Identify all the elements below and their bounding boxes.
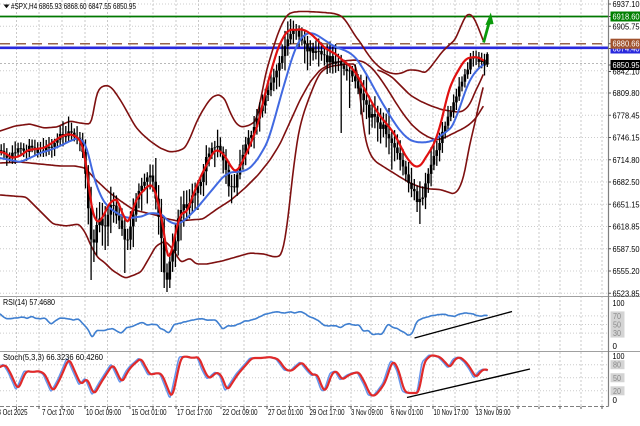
svg-text:6937.10: 6937.10 <box>613 0 640 9</box>
svg-text:6682.50: 6682.50 <box>613 178 640 187</box>
svg-text:50: 50 <box>613 374 621 383</box>
svg-text:6651.15: 6651.15 <box>613 200 640 209</box>
svg-text:6778.45: 6778.45 <box>613 111 640 120</box>
svg-text:15 Oct 01:00: 15 Oct 01:00 <box>132 408 167 417</box>
svg-text:80: 80 <box>613 361 621 370</box>
svg-text:22 Oct 09:00: 22 Oct 09:00 <box>223 408 258 417</box>
svg-text:100: 100 <box>613 299 625 308</box>
svg-text:13 Nov 09:00: 13 Nov 09:00 <box>476 408 511 417</box>
svg-text:6587.50: 6587.50 <box>613 245 640 254</box>
svg-text:6850.95: 6850.95 <box>613 61 640 70</box>
svg-text:6746.15: 6746.15 <box>613 134 640 143</box>
svg-text:17 Oct 17:00: 17 Oct 17:00 <box>177 408 212 417</box>
svg-text:7 Oct 17:00: 7 Oct 17:00 <box>42 408 74 417</box>
svg-text:6618.85: 6618.85 <box>613 223 640 232</box>
svg-text:10 Nov 17:00: 10 Nov 17:00 <box>434 408 469 417</box>
svg-text:6555.20: 6555.20 <box>613 267 640 276</box>
svg-text:Stoch(5,3,3) 66.3236 60.4260: Stoch(5,3,3) 66.3236 60.4260 <box>3 353 104 362</box>
svg-text:0: 0 <box>613 342 618 351</box>
svg-text:30: 30 <box>613 329 621 338</box>
svg-text:0: 0 <box>613 396 618 405</box>
svg-text:29 Oct 17:00: 29 Oct 17:00 <box>310 408 345 417</box>
svg-text:6918.60: 6918.60 <box>613 13 640 22</box>
svg-text:27 Oct 01:00: 27 Oct 01:00 <box>268 408 303 417</box>
svg-text:#SPX,H4 6865.93 6868.60 6847.5: #SPX,H4 6865.93 6868.60 6847.55 6850.95 <box>11 2 136 11</box>
svg-text:6880.66: 6880.66 <box>613 40 640 49</box>
svg-text:RSI(14) 57.4680: RSI(14) 57.4680 <box>3 298 55 307</box>
svg-text:3 Oct 2025: 3 Oct 2025 <box>0 408 28 417</box>
svg-text:20: 20 <box>613 387 621 396</box>
svg-text:6809.80: 6809.80 <box>613 89 640 98</box>
svg-text:100: 100 <box>613 352 625 361</box>
svg-text:6905.75: 6905.75 <box>613 22 640 31</box>
svg-text:6 Nov 01:00: 6 Nov 01:00 <box>391 408 423 417</box>
svg-text:6523.85: 6523.85 <box>613 289 640 298</box>
svg-text:10 Oct 09:00: 10 Oct 09:00 <box>86 408 121 417</box>
svg-text:6714.80: 6714.80 <box>613 156 640 165</box>
svg-text:3 Nov 09:00: 3 Nov 09:00 <box>351 408 383 417</box>
